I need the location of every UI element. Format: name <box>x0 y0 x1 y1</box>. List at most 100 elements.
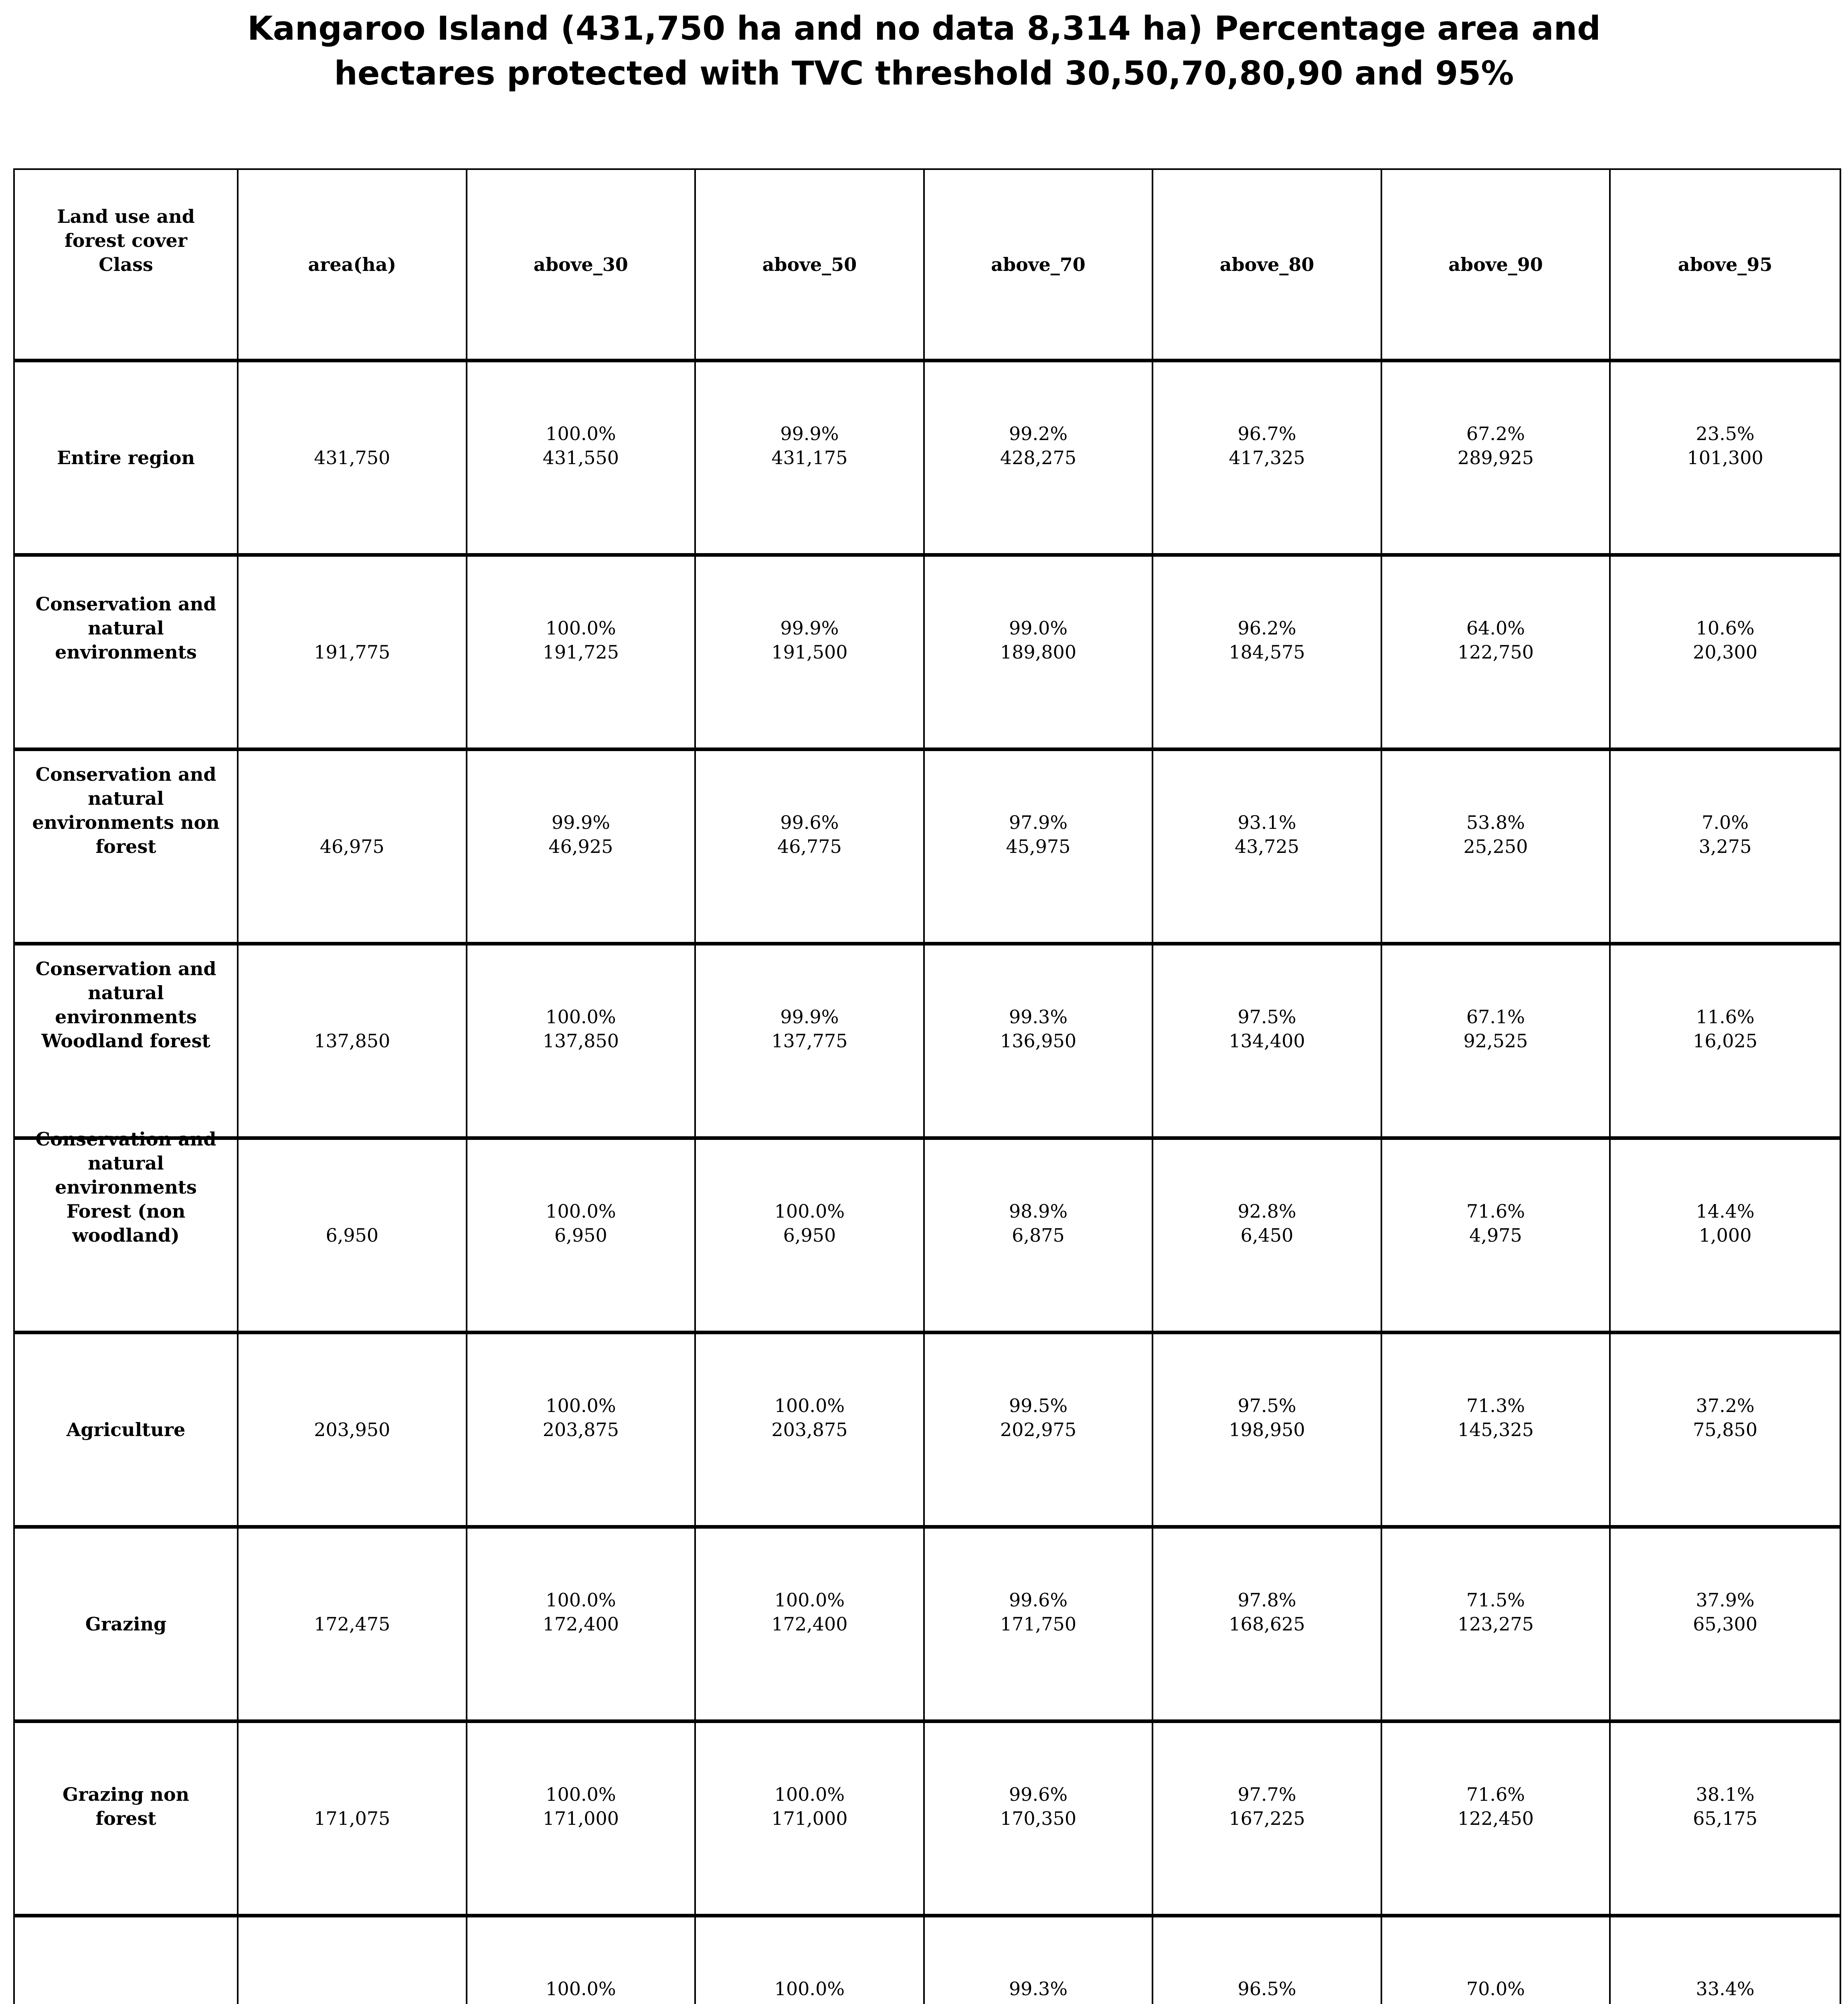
cell-text: 67.1% 92,525 <box>1463 1006 1528 1052</box>
threshold-cell: 71.6% 122,450 <box>1382 1723 1611 1914</box>
table-row: Entire region 431,750 100.0% 431,550 99.9% … <box>15 362 1840 557</box>
threshold-cell: above_95 <box>1611 170 1840 359</box>
class-cell: Conservation and natural environments Fo… <box>15 1128 239 1331</box>
cell-text: 99.0% 189,800 <box>1000 617 1077 663</box>
threshold-cell: 37.9% 65,300 <box>1611 1529 1840 1719</box>
table-row: Conservation and natural environments 191… <box>15 557 1840 751</box>
cell-text: 67.2% 289,925 <box>1457 423 1534 469</box>
cell-text: Agriculture <box>66 1419 186 1440</box>
class-cell: Grazing non forest <box>15 1723 239 1914</box>
threshold-cell: 14.4% 1,000 <box>1611 1140 1840 1331</box>
cell-text: Land use and forest cover Class <box>57 205 195 275</box>
cell-text: 97.9% 45,975 <box>1006 812 1071 857</box>
cell-text: 100.0% 6,950 <box>774 1200 845 1246</box>
page-title-line2: hectares protected with TVC threshold 30… <box>334 55 1514 93</box>
cell-text: 7.0% 3,275 <box>1698 812 1752 857</box>
cell-text: 99.6% 170,350 <box>1000 1784 1077 1829</box>
cell-text: 97.5% 134,400 <box>1229 1006 1305 1052</box>
cell-text: 100.0% 172,400 <box>771 1589 848 1635</box>
threshold-cell: 33.4% 10,400 <box>1611 1917 1840 2004</box>
cell-text: Conservation and natural environments Wo… <box>35 958 216 1052</box>
threshold-cell: 11.6% 16,025 <box>1611 945 1840 1136</box>
area-cell: 172,475 <box>239 1529 467 1719</box>
cell-text: 23.5% 101,300 <box>1687 423 1763 469</box>
area-cell: 203,950 <box>239 1334 467 1525</box>
threshold-cell: 99.0% 189,800 <box>925 557 1154 747</box>
threshold-cell: 99.6% 170,350 <box>925 1723 1154 1914</box>
cell-text: 46,975 <box>319 836 384 857</box>
threshold-cell: 100.0% 171,000 <box>696 1723 925 1914</box>
table-row: Cropping 31,100 100.0% 31,100 100.0% 31,100… <box>15 1917 1840 2004</box>
threshold-cell: 97.8% 168,625 <box>1153 1529 1382 1719</box>
threshold-cell: 71.6% 4,975 <box>1382 1140 1611 1331</box>
threshold-cell: 97.5% 198,950 <box>1153 1334 1382 1525</box>
table-row: Grazing 172,475 100.0% 172,400 100.0% 172,4… <box>15 1529 1840 1723</box>
threshold-cell: 100.0% 203,875 <box>696 1334 925 1525</box>
cell-text: Conservation and natural environments <box>35 593 216 663</box>
threshold-cell: 96.2% 184,575 <box>1153 557 1382 747</box>
threshold-cell: 100.0% 172,400 <box>696 1529 925 1719</box>
cell-text: 99.5% 202,975 <box>1000 1395 1077 1440</box>
cell-text: 171,075 <box>314 1808 390 1829</box>
threshold-cell: 100.0% 6,950 <box>467 1140 696 1331</box>
cell-text: above_50 <box>762 253 857 275</box>
threshold-cell: 93.1% 43,725 <box>1153 751 1382 942</box>
cell-text: Cropping <box>17 2001 235 2004</box>
threshold-cell: 96.7% 417,325 <box>1153 362 1382 553</box>
threshold-cell: 100.0% 431,550 <box>467 362 696 553</box>
threshold-cell: 64.0% 122,750 <box>1382 557 1611 747</box>
page-title: Kangaroo Island (431,750 ha and no data … <box>0 6 1848 96</box>
cell-text: 53.8% 25,250 <box>1463 812 1528 857</box>
cell-text: above_95 <box>1678 253 1773 275</box>
cell-text: 96.7% 417,325 <box>1229 423 1305 469</box>
cell-text: 10.6% 20,300 <box>1693 617 1758 663</box>
threshold-cell: above_70 <box>925 170 1154 359</box>
threshold-cell: 67.1% 92,525 <box>1382 945 1611 1136</box>
cell-text: 100.0% 31,100 <box>774 1978 845 2004</box>
cell-text: 99.9% 191,500 <box>771 617 848 663</box>
threshold-cell: 99.9% 137,775 <box>696 945 925 1136</box>
class-cell: Agriculture <box>15 1334 239 1525</box>
threshold-cell: above_90 <box>1382 170 1611 359</box>
threshold-cell: 97.9% 45,975 <box>925 751 1154 942</box>
threshold-cell: 96.5% 30,000 <box>1153 1917 1382 2004</box>
cell-text: 97.7% 167,225 <box>1229 1784 1305 1829</box>
cell-text: 71.5% 123,275 <box>1457 1589 1534 1635</box>
cell-text: 71.6% 122,450 <box>1457 1784 1534 1829</box>
table-row: Grazing non forest 171,075 100.0% 171,000 1… <box>15 1723 1840 1917</box>
cell-text: 93.1% 43,725 <box>1235 812 1299 857</box>
threshold-cell: 92.8% 6,450 <box>1153 1140 1382 1331</box>
cell-text: 14.4% 1,000 <box>1696 1200 1755 1246</box>
class-cell: Grazing <box>15 1529 239 1719</box>
area-cell: 31,100 <box>239 1917 467 2004</box>
cell-text: 99.9% 137,775 <box>771 1006 848 1052</box>
threshold-cell: 100.0% 171,000 <box>467 1723 696 1914</box>
threshold-cell: above_30 <box>467 170 696 359</box>
threshold-cell: 7.0% 3,275 <box>1611 751 1840 942</box>
threshold-cell: above_50 <box>696 170 925 359</box>
threshold-cell: 53.8% 25,250 <box>1382 751 1611 942</box>
table-row: Conservation and natural environments Fo… <box>15 1128 1840 1334</box>
threshold-cell: 99.9% 191,500 <box>696 557 925 747</box>
cell-text: 191,775 <box>314 641 390 663</box>
cell-text: 96.2% 184,575 <box>1229 617 1305 663</box>
threshold-cell: 99.9% 431,175 <box>696 362 925 553</box>
threshold-cell: 99.6% 46,775 <box>696 751 925 942</box>
cell-text: 98.9% 6,875 <box>1009 1200 1068 1246</box>
cell-text: 100.0% 137,850 <box>542 1006 619 1052</box>
cell-text: 37.9% 65,300 <box>1693 1589 1758 1635</box>
threshold-cell: above_80 <box>1153 170 1382 359</box>
threshold-cell: 99.3% 136,950 <box>925 945 1154 1136</box>
threshold-cell: 100.0% 6,950 <box>696 1140 925 1331</box>
threshold-cell: 99.9% 46,925 <box>467 751 696 942</box>
cell-text: 431,750 <box>314 447 390 469</box>
cell-text: 37.2% 75,850 <box>1693 1395 1758 1440</box>
cell-text: Conservation and natural environments no… <box>32 764 220 857</box>
cell-text: 100.0% 31,100 <box>546 1978 616 2004</box>
class-cell: Land use and forest cover Class <box>15 170 239 359</box>
threshold-cell: 99.2% 428,275 <box>925 362 1154 553</box>
threshold-cell: 71.3% 145,325 <box>1382 1334 1611 1525</box>
land-use-table: Land use and forest cover Class area(ha) a… <box>13 168 1841 2004</box>
cell-text: Grazing <box>85 1613 167 1635</box>
